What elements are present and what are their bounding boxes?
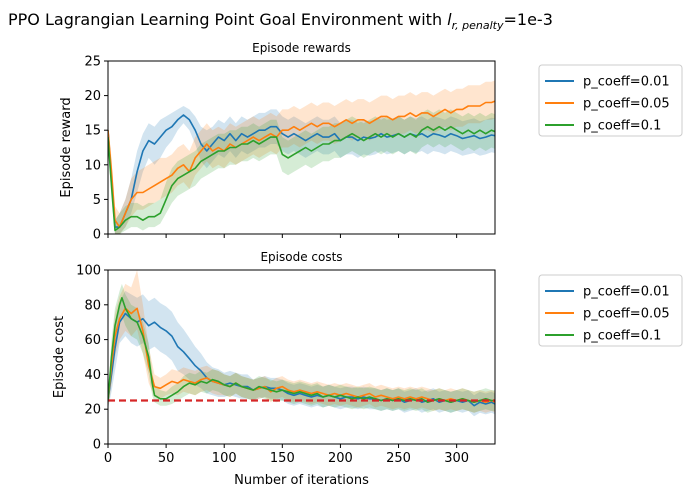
- legend-entry: p_coeff=0.01: [583, 285, 670, 300]
- x-tick-label: 0: [104, 451, 112, 466]
- figure-title-subscript: r, penalty: [452, 19, 504, 32]
- confidence-band-p-coeff-0-01: [108, 290, 495, 417]
- y-tick-label: 60: [84, 333, 101, 348]
- costs-panel: Episode costs 0 20 40 60 80 100 0 50 100 150 200 250…: [52, 250, 683, 488]
- legend-entry: p_coeff=0.05: [583, 307, 670, 322]
- y-tick-label: 0: [93, 438, 101, 453]
- figure-title-symbol: l: [447, 10, 452, 29]
- confidence-band-p-coeff-0-1: [108, 283, 495, 413]
- y-tick-label: 25: [84, 55, 101, 70]
- x-tick-label: 150: [270, 451, 295, 466]
- legend-box: [538, 274, 683, 347]
- series-line-p-coeff-0-01: [108, 114, 495, 228]
- y-tick-label: 10: [84, 158, 101, 173]
- figure-title-prefix: PPO Lagrangian Learning Point Goal Envir…: [8, 10, 447, 29]
- legend-entry: p_coeff=0.05: [583, 97, 670, 112]
- y-tick-label: 15: [84, 124, 101, 139]
- y-tick-label: 20: [84, 403, 101, 418]
- x-axis-label: Number of iterations: [234, 473, 369, 488]
- figure-title: PPO Lagrangian Learning Point Goal Envir…: [8, 10, 553, 32]
- y-axis-label: Episode reward: [59, 97, 74, 197]
- series-line-p-coeff-0-05: [108, 100, 495, 228]
- panel-title: Episode costs: [260, 250, 342, 264]
- legend-entry: p_coeff=0.01: [583, 75, 670, 90]
- figure-title-suffix: =1e-3: [503, 10, 552, 29]
- axes-frame: [107, 269, 496, 445]
- legend-entry: p_coeff=0.1: [583, 329, 661, 344]
- rewards-panel: Episode rewards 0 5 10 15 20 25 Episode reward p…: [59, 41, 683, 243]
- x-tick-label: 100: [212, 451, 237, 466]
- panel-title: Episode rewards: [252, 41, 351, 55]
- y-tick-label: 20: [84, 89, 101, 104]
- x-tick-label: 50: [158, 451, 175, 466]
- series-line-p-coeff-0-1: [108, 296, 495, 404]
- y-axis-label: Episode cost: [52, 316, 67, 398]
- axes-frame: [107, 60, 496, 235]
- x-tick-label: 300: [444, 451, 469, 466]
- plot-area: [108, 270, 495, 417]
- confidence-band-p-coeff-0-05: [108, 270, 495, 413]
- legend-entry: p_coeff=0.1: [583, 119, 661, 134]
- x-tick-label: 200: [328, 451, 353, 466]
- y-tick-label: 0: [93, 228, 101, 243]
- legend-box: [538, 64, 683, 137]
- legend: p_coeff=0.01 p_coeff=0.05 p_coeff=0.1: [538, 64, 683, 137]
- confidence-band-p-coeff-0-1: [108, 109, 495, 234]
- y-tick-label: 40: [84, 368, 101, 383]
- confidence-band-p-coeff-0-01: [108, 106, 495, 234]
- series-line-p-coeff-0-1: [108, 125, 495, 232]
- y-tick-label: 100: [76, 264, 101, 279]
- plot-area: [108, 80, 495, 234]
- y-tick-label: 80: [84, 298, 101, 313]
- legend: p_coeff=0.01 p_coeff=0.05 p_coeff=0.1: [538, 274, 683, 347]
- x-tick-label: 250: [386, 451, 411, 466]
- y-tick-label: 5: [93, 193, 101, 208]
- confidence-band-p-coeff-0-05: [108, 80, 495, 234]
